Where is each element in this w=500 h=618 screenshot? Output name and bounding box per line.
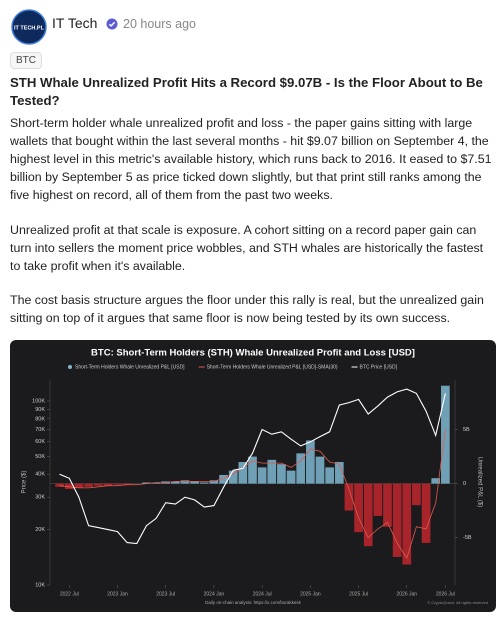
x-tick-label: 2025 Jan	[300, 591, 321, 597]
line	[59, 429, 446, 559]
y-tick-label: 40K	[35, 472, 45, 478]
bar	[334, 462, 344, 484]
x-tick-label: 2024 Jan	[204, 591, 225, 597]
bar	[441, 385, 450, 484]
verified-badge	[106, 18, 118, 30]
y-axis-label: Price ($)	[22, 471, 28, 494]
bar	[392, 483, 402, 557]
bar	[209, 480, 219, 484]
paragraph: The cost basis structure argues the floo…	[10, 293, 484, 325]
y-tick-label: 30K	[35, 495, 45, 501]
bar	[421, 483, 431, 543]
bar	[248, 456, 257, 484]
bar	[383, 483, 392, 527]
legend-label: Short-Term Holders Whale Unrealized P&L …	[75, 364, 185, 370]
bar	[363, 483, 373, 547]
y-tick-label: 20K	[35, 527, 45, 533]
paragraph: Short-term holder whale unrealized profi…	[10, 116, 492, 202]
legend-label: Short-Term Holders Whale Unrealized P&L …	[207, 364, 338, 370]
y-tick-label: 70K	[35, 427, 45, 433]
bar	[55, 483, 64, 487]
bar	[267, 459, 277, 484]
bar	[315, 456, 325, 484]
bar	[402, 483, 412, 565]
y-tick-label: 60K	[35, 439, 45, 445]
bar	[103, 483, 113, 486]
bar	[238, 462, 248, 484]
y-tick-label: 50K	[35, 454, 45, 460]
bar	[199, 482, 209, 484]
y-tick-label: 10K	[35, 582, 45, 588]
paragraph: Unrealized profit at that scale is expos…	[10, 223, 484, 273]
avatar-text: IT TECH.PL	[14, 25, 45, 31]
bar	[277, 464, 286, 484]
y2-axis-label: Unrealized P&L ($)	[476, 457, 482, 507]
bar	[64, 483, 74, 489]
bar	[373, 483, 383, 516]
chart: BTC: Short-Term Holders (STH) Whale Unre…	[10, 340, 496, 612]
bar	[306, 440, 315, 484]
bar	[74, 483, 84, 488]
post-title: STH Whale Unrealized Profit Hits a Recor…	[10, 75, 483, 108]
bar	[180, 480, 190, 484]
bar	[219, 474, 228, 484]
legend-label: BTC Price [USD]	[360, 364, 398, 370]
bar	[151, 482, 161, 484]
bar	[228, 470, 238, 484]
avatar[interactable]: IT TECH.PL	[11, 9, 47, 45]
y2-tick-label: 5B	[463, 427, 470, 433]
x-tick-label: 2026 Jul	[436, 591, 455, 597]
bar	[412, 483, 421, 506]
x-tick-label: 2023 Jan	[107, 591, 128, 597]
y-tick-label: 90K	[35, 407, 45, 413]
timestamp: 20 hours ago	[123, 17, 196, 31]
chart-copyright: © CryptoQuant. All rights reserved	[427, 600, 488, 605]
bar	[257, 467, 267, 484]
bar	[296, 453, 306, 484]
author[interactable]: IT Tech	[52, 15, 98, 31]
y-tick-label: 100K	[32, 398, 45, 404]
bar	[286, 470, 296, 484]
bar	[84, 483, 93, 487]
x-tick-label: 2023 Jul	[156, 591, 175, 597]
x-tick-label: 2022 Jul	[60, 591, 79, 597]
chart-title: BTC: Short-Term Holders (STH) Whale Unre…	[91, 348, 415, 359]
bar	[122, 483, 132, 485]
legend-swatch	[68, 365, 72, 369]
tag[interactable]: BTC	[10, 52, 42, 69]
x-tick-label: 2026 Jan	[396, 591, 417, 597]
bar	[325, 467, 334, 484]
bar	[142, 482, 151, 484]
y2-tick-label: 0	[463, 481, 466, 487]
line	[59, 388, 446, 545]
bar	[431, 478, 441, 484]
bar	[190, 481, 199, 484]
bar	[171, 481, 180, 484]
chart-footer: Daily on-chain analysis: https://x.com/b…	[205, 600, 302, 605]
y2-tick-label: -5B	[463, 535, 472, 541]
y-tick-label: 80K	[35, 416, 45, 422]
bar	[93, 483, 103, 486]
x-tick-label: 2024 Jul	[253, 591, 272, 597]
bar	[354, 483, 363, 533]
x-tick-label: 2025 Jul	[349, 591, 368, 597]
bar	[113, 483, 122, 485]
bar	[344, 483, 354, 511]
